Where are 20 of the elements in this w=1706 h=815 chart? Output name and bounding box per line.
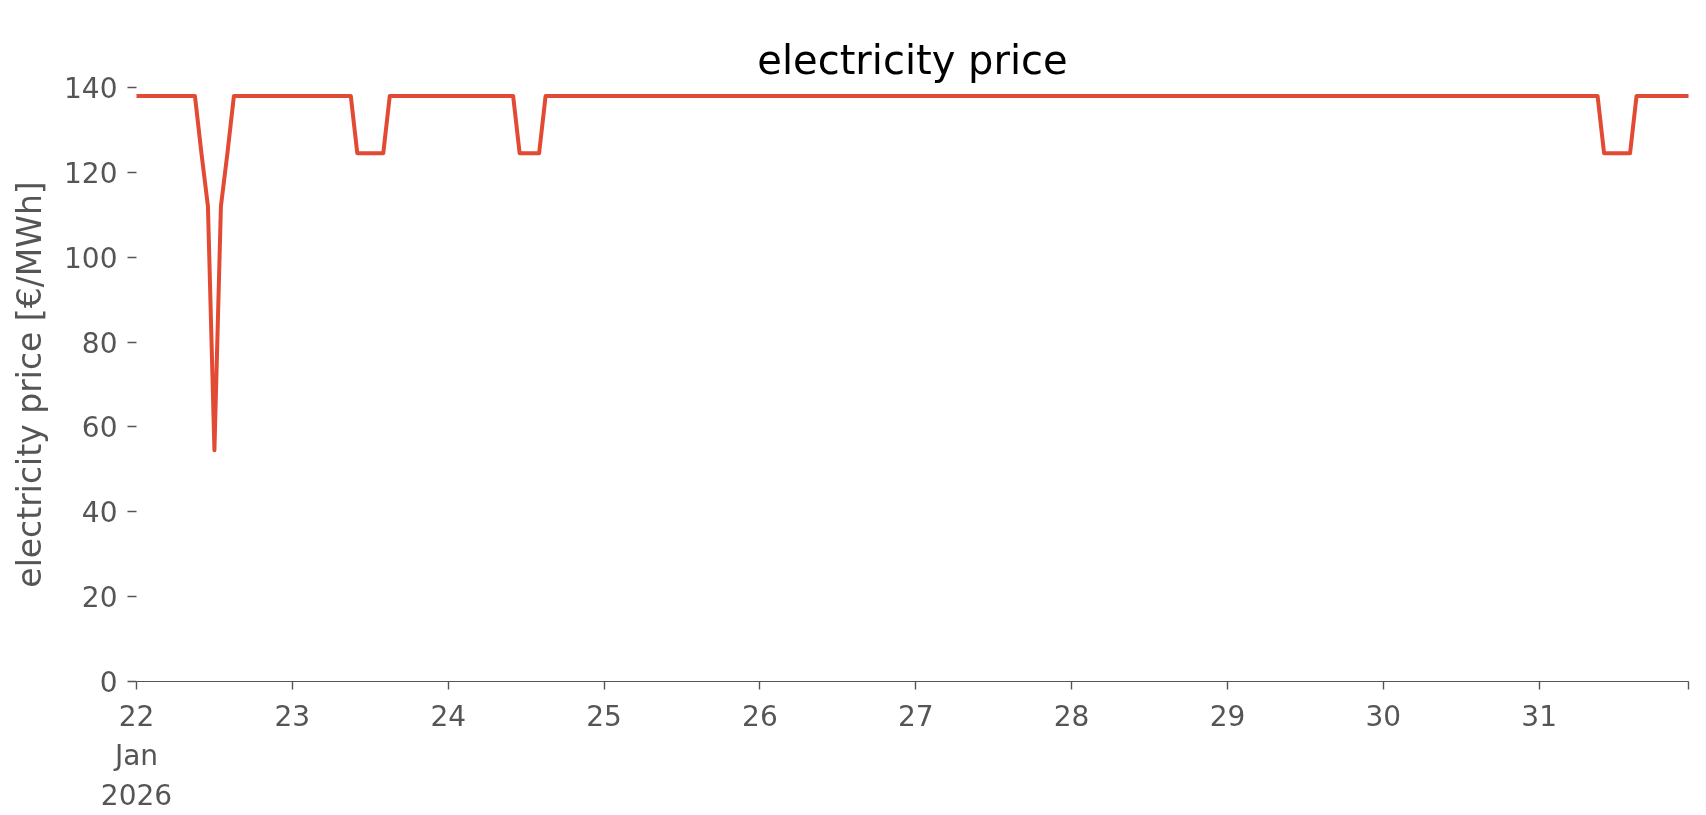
x-tick-label: 28 bbox=[1053, 699, 1090, 733]
x-tick-label: 27 bbox=[897, 699, 934, 733]
y-tick-label: 20 bbox=[81, 581, 118, 615]
x-tick-label: 31 bbox=[1521, 699, 1557, 733]
chart-title: electricity price bbox=[757, 36, 1068, 83]
x-tick-label: 24 bbox=[430, 699, 467, 733]
x-tick-label: 25 bbox=[586, 699, 622, 733]
y-tick-label: 140 bbox=[64, 72, 118, 105]
x-tick-label: 26 bbox=[742, 699, 778, 733]
y-tick-label: 120 bbox=[64, 156, 118, 190]
x-tick-label: 23 bbox=[274, 699, 311, 733]
x-tick-label: 29 bbox=[1209, 699, 1246, 733]
y-axis-title: electricity price [€/MWh] bbox=[10, 181, 50, 588]
y-tick-label: 0 bbox=[99, 666, 118, 699]
y-tick-label: 40 bbox=[81, 496, 118, 530]
y-tick-label: 60 bbox=[81, 411, 118, 445]
y-tick-label: 80 bbox=[81, 326, 118, 360]
x-tick-label: 22 Jan 2026 bbox=[100, 699, 173, 812]
x-tick-label: 30 bbox=[1365, 699, 1402, 733]
y-tick-label: 100 bbox=[64, 241, 118, 275]
